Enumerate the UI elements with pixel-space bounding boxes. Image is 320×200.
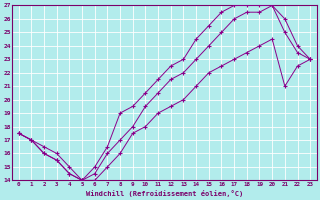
X-axis label: Windchill (Refroidissement éolien,°C): Windchill (Refroidissement éolien,°C) — [86, 190, 243, 197]
